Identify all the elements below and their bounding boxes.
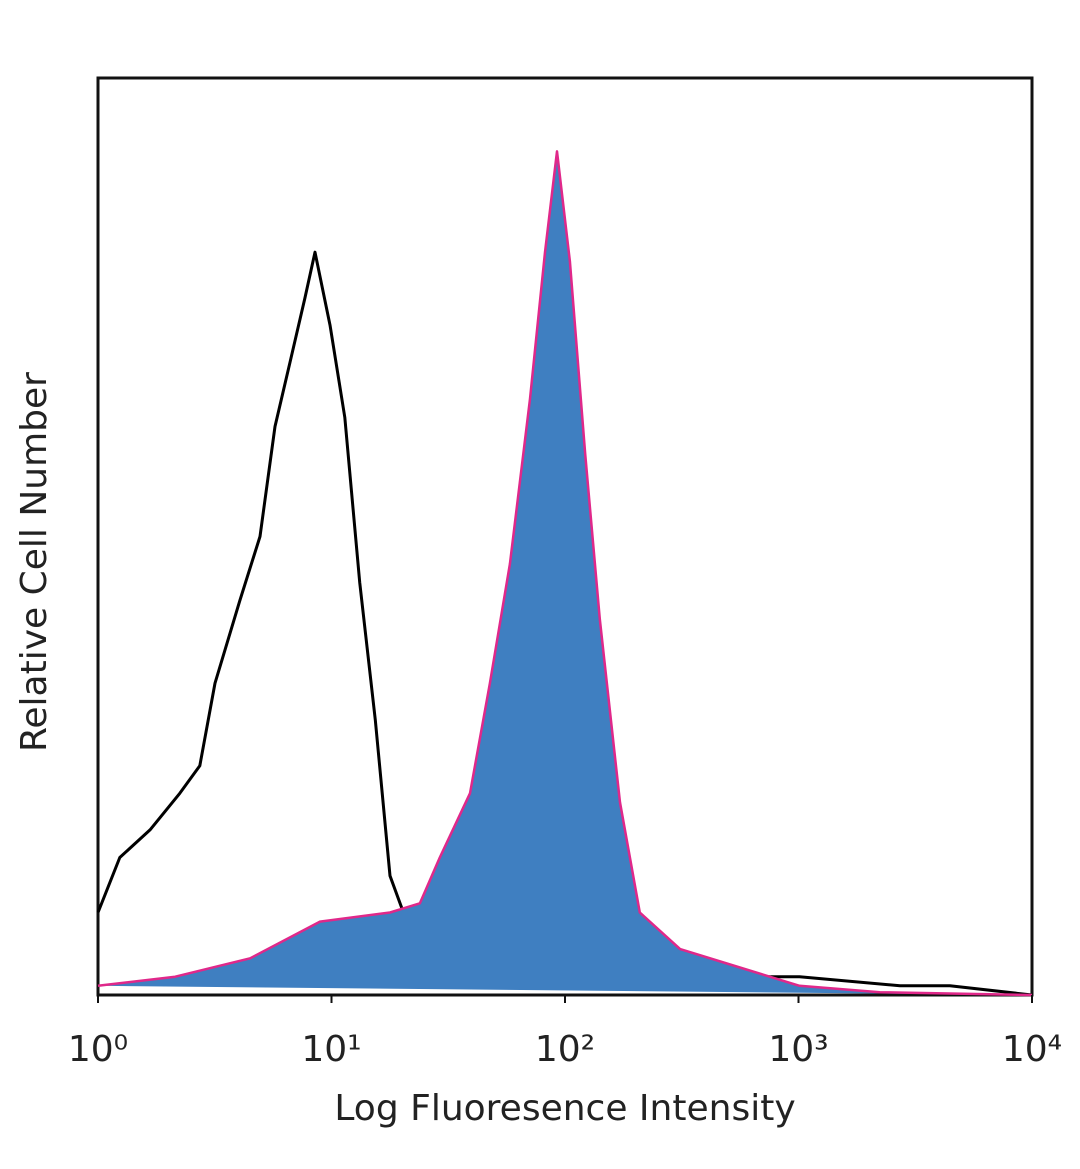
x-tick-label: 10³ [768,1029,828,1070]
x-tick-label: 10² [535,1029,595,1070]
histogram-area [97,150,1033,997]
x-axis-title: Log Fluoresence Intensity [334,1088,795,1129]
x-tick-label: 10⁴ [1002,1029,1062,1070]
x-tick-label: 10⁰ [68,1029,128,1070]
y-axis-title: Relative Cell Number [14,372,55,752]
x-tick-label: 10¹ [301,1029,361,1070]
